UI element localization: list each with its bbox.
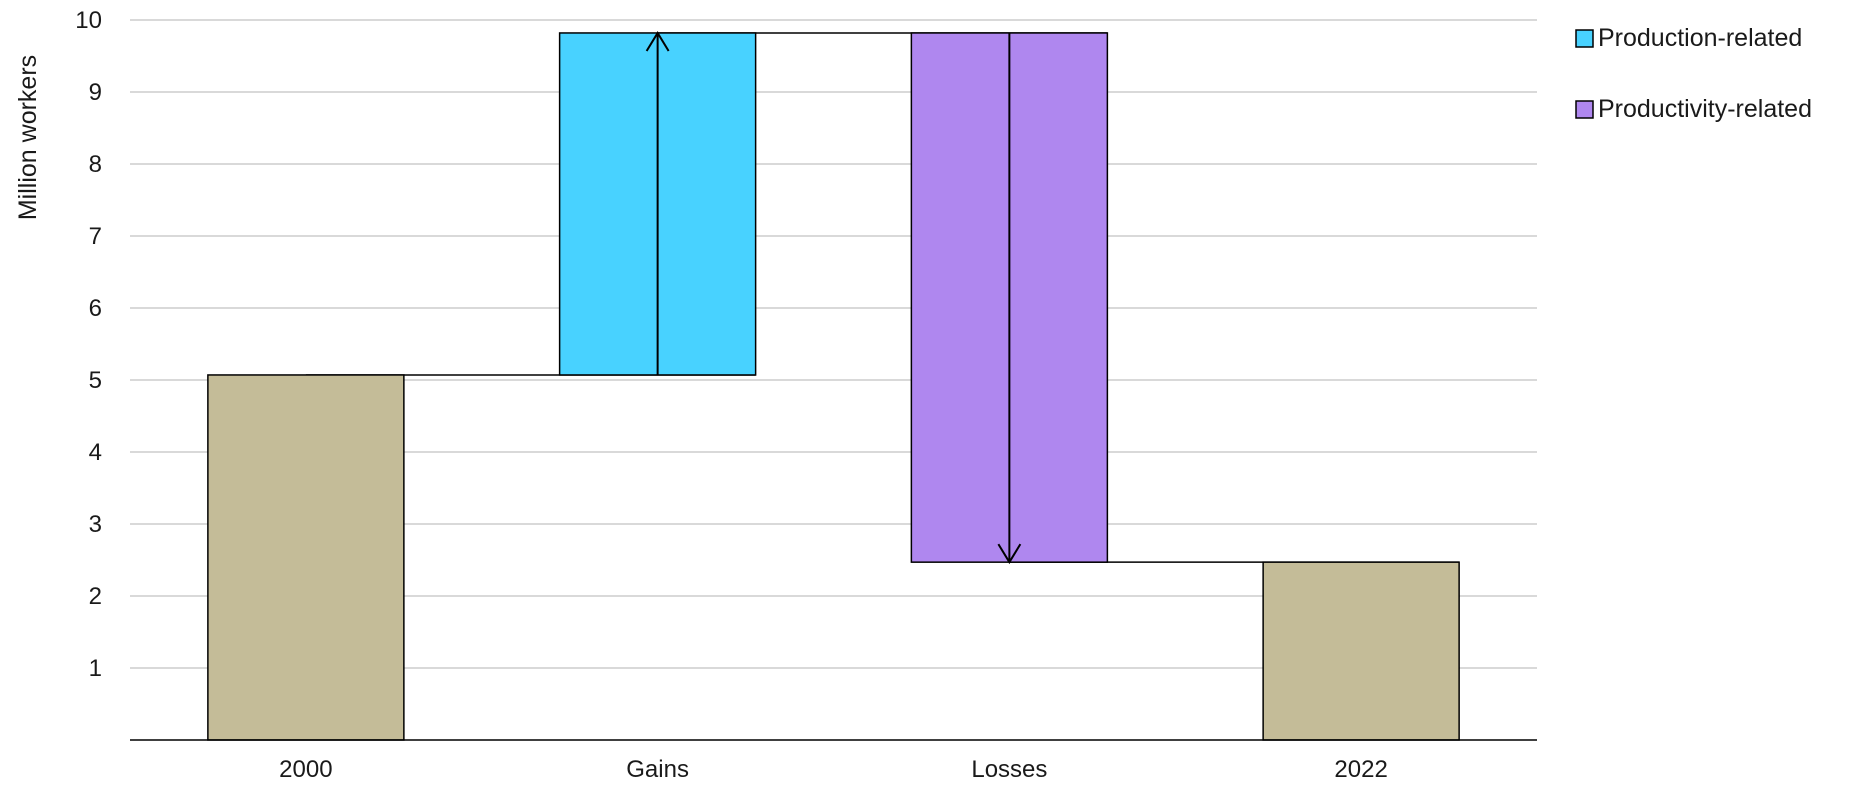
x-tick-label: 2000 (279, 756, 332, 783)
y-tick-label: 8 (89, 151, 102, 178)
y-tick-label: 2 (89, 583, 102, 610)
bars (207, 32, 1460, 741)
arrow-head-losses (997, 543, 1022, 565)
y-tick-label: 6 (89, 295, 102, 322)
connector-lines (305, 32, 1460, 563)
bar-2000 (207, 374, 405, 741)
x-tick-label: 2022 (1334, 756, 1387, 783)
x-tick-label: Gains (626, 756, 689, 783)
y-tick-label: 1 (89, 655, 102, 682)
y-tick-label: 3 (89, 511, 102, 538)
legend-swatch (1575, 29, 1594, 48)
y-tick-label: 10 (75, 7, 102, 34)
legend-swatch (1575, 100, 1594, 119)
arrow-head-gains (645, 31, 670, 52)
y-tick-label: 9 (89, 79, 102, 106)
y-axis-title: Million workers (14, 55, 42, 220)
change-arrows (645, 31, 1022, 565)
y-tick-label: 7 (89, 223, 102, 250)
y-tick-label: 5 (89, 367, 102, 394)
y-tick-label: 4 (89, 439, 102, 466)
legend: Production-related Productivity-related (1575, 24, 1812, 123)
legend-label: Production-related (1598, 24, 1802, 52)
x-tick-label: Losses (971, 756, 1047, 783)
bar-2022 (1262, 561, 1460, 741)
legend-label: Productivity-related (1598, 95, 1812, 123)
axes: 1 2 3 4 5 6 7 8 9 10 Million workers 2000 Gains Losse… (14, 7, 1537, 783)
